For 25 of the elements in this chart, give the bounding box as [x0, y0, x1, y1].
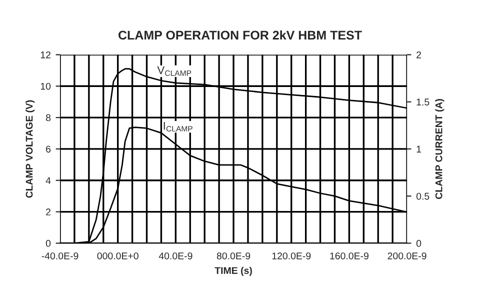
y-tick-label: 4	[46, 177, 51, 184]
y2-axis-title: CLAMP CURRENT (A)	[435, 99, 444, 199]
y-tick-label: 0	[46, 240, 51, 247]
y-tick-label: 2	[46, 208, 50, 216]
x-tick-label: 160.0E-9	[330, 252, 368, 260]
y2-tick-label: 0.5	[416, 192, 430, 200]
x-tick-label: 40.0E-9	[158, 252, 192, 260]
chart-title: CLAMP OPERATION FOR 2kV HBM TEST	[118, 30, 362, 40]
y2-tick-label: 1	[416, 146, 421, 152]
annotation: I$_{CLAMP}$	[164, 122, 192, 132]
x-tick-label: -40.0E-9	[42, 252, 78, 260]
x-tick-label: 200.0E-9	[388, 252, 426, 260]
y-tick-label: 6	[46, 146, 51, 153]
y-tick-label: 10	[40, 82, 51, 90]
x-tick-label: 000.0E+0	[97, 252, 138, 260]
x-tick-label: 120.0E-9	[272, 252, 311, 260]
y-tick-label: 12	[40, 51, 50, 58]
y-axis-title: CLAMP VOLTAGE (V)	[26, 100, 35, 198]
y2-tick-label: 2	[416, 51, 421, 58]
x-axis-title: TIME (s)	[214, 266, 252, 276]
y-tick-label: 8	[46, 114, 51, 122]
annotation: V$_{CLAMP}$	[157, 66, 192, 76]
y2-tick-label: 1.5	[416, 98, 430, 106]
x-tick-label: 80.0E-9	[216, 252, 250, 260]
y2-tick-label: 0	[416, 240, 422, 247]
